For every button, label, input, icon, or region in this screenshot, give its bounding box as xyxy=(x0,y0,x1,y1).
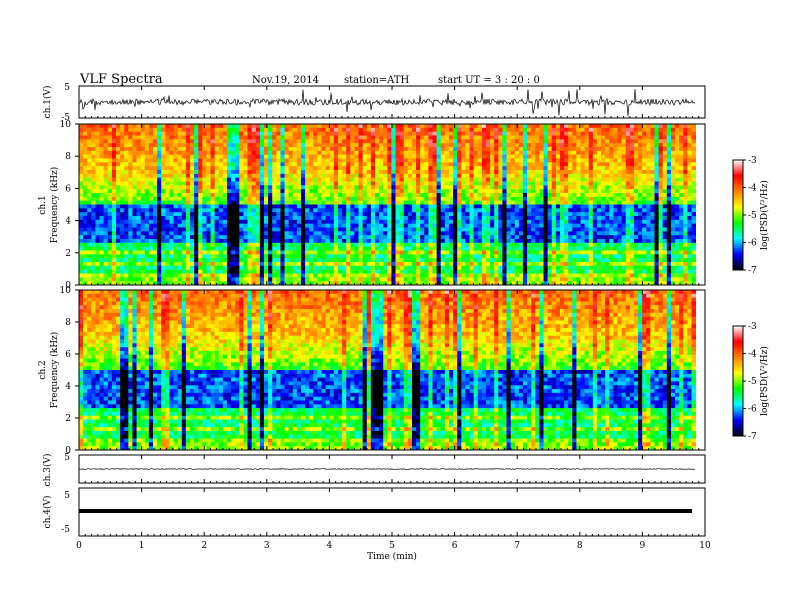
ch2-spec-ylabel-bottom: Frequency (kHz) xyxy=(49,332,60,409)
colorbar-label: log(PSD(V²/Hz) xyxy=(759,180,770,250)
freq-tick-label: 4 xyxy=(65,382,71,392)
time-tick-label: 0 xyxy=(76,541,82,551)
colorbar-tick-label: -4 xyxy=(748,184,757,194)
ch1-colorbar: -3 -4 -5 -6 -7 log(PSD(V²/Hz) xyxy=(733,156,770,276)
ch1-spectrogram-image xyxy=(79,124,696,285)
ch4-waveform-panel: 5 -5 ch.4(V) xyxy=(42,488,705,536)
ch1-signal-line xyxy=(79,89,695,116)
colorbar-tick-label: -5 xyxy=(748,211,757,221)
start-time-label: start UT = 3 : 20 : 0 xyxy=(438,75,540,86)
freq-tick-label: 2 xyxy=(65,249,71,259)
freq-tick-label: 10 xyxy=(60,286,72,296)
colorbar-tick-label: -6 xyxy=(748,239,757,249)
freq-tick-label: 6 xyxy=(65,350,71,360)
ch2-spectrogram-image xyxy=(79,290,696,450)
figure-title: VLF Spectra xyxy=(79,72,163,87)
ch4-signal-band xyxy=(79,509,692,513)
ch3-ylabel: ch.3(V) xyxy=(42,454,53,487)
colorbar-label: log(PSD(V²/Hz) xyxy=(759,346,770,416)
ch4-ylabel: ch.4(V) xyxy=(42,496,53,529)
ch1-ytick-top: 5 xyxy=(64,83,70,93)
freq-tick-label: 6 xyxy=(65,184,71,194)
colorbar-tick-label: -4 xyxy=(748,350,757,360)
ch3-ytick-top: 5 xyxy=(64,453,70,463)
time-tick-label: 4 xyxy=(327,541,333,551)
date-label: Nov.19, 2014 xyxy=(252,75,319,86)
time-tick-label: 7 xyxy=(514,541,520,551)
ch4-ytick-top: 5 xyxy=(64,491,70,501)
ch2-spec-ylabel-top: ch.2 xyxy=(38,360,48,379)
time-tick-label: 1 xyxy=(139,541,145,551)
freq-tick-label: 10 xyxy=(60,120,72,130)
ch2-colorbar: -3 -4 -5 -6 -7 log(PSD(V²/Hz) xyxy=(733,322,770,442)
colorbar-tick-label: -3 xyxy=(748,156,757,166)
colorbar-tick-label: -7 xyxy=(748,266,757,276)
freq-tick-label: 4 xyxy=(65,217,71,227)
time-tick-label: 2 xyxy=(201,541,207,551)
ch1-spec-ylabel-bottom: Frequency (kHz) xyxy=(49,167,60,244)
time-tick-label: 3 xyxy=(264,541,270,551)
time-tick-label: 5 xyxy=(389,541,395,551)
time-tick-label: 8 xyxy=(577,541,583,551)
time-axis-label: Time (min) xyxy=(367,551,417,562)
freq-tick-label: 2 xyxy=(65,414,71,424)
ch1-spec-ylabel-top: ch.1 xyxy=(38,195,48,214)
station-label: station=ATH xyxy=(344,75,410,86)
ch3-signal-line xyxy=(79,469,695,470)
time-tick-label: 9 xyxy=(640,541,646,551)
time-tick-label: 6 xyxy=(452,541,458,551)
freq-tick-label: 8 xyxy=(65,152,71,162)
time-tick-label: 10 xyxy=(699,541,711,551)
ch4-ytick-bottom: -5 xyxy=(61,525,70,535)
colorbar-tick-label: -7 xyxy=(748,432,757,442)
colorbar-tick-label: -3 xyxy=(748,322,757,332)
colorbar-tick-label: -6 xyxy=(748,405,757,415)
freq-tick-label: 8 xyxy=(65,318,71,328)
ch1-ylabel: ch.1(V) xyxy=(42,86,53,119)
colorbar-tick-label: -5 xyxy=(748,377,757,387)
